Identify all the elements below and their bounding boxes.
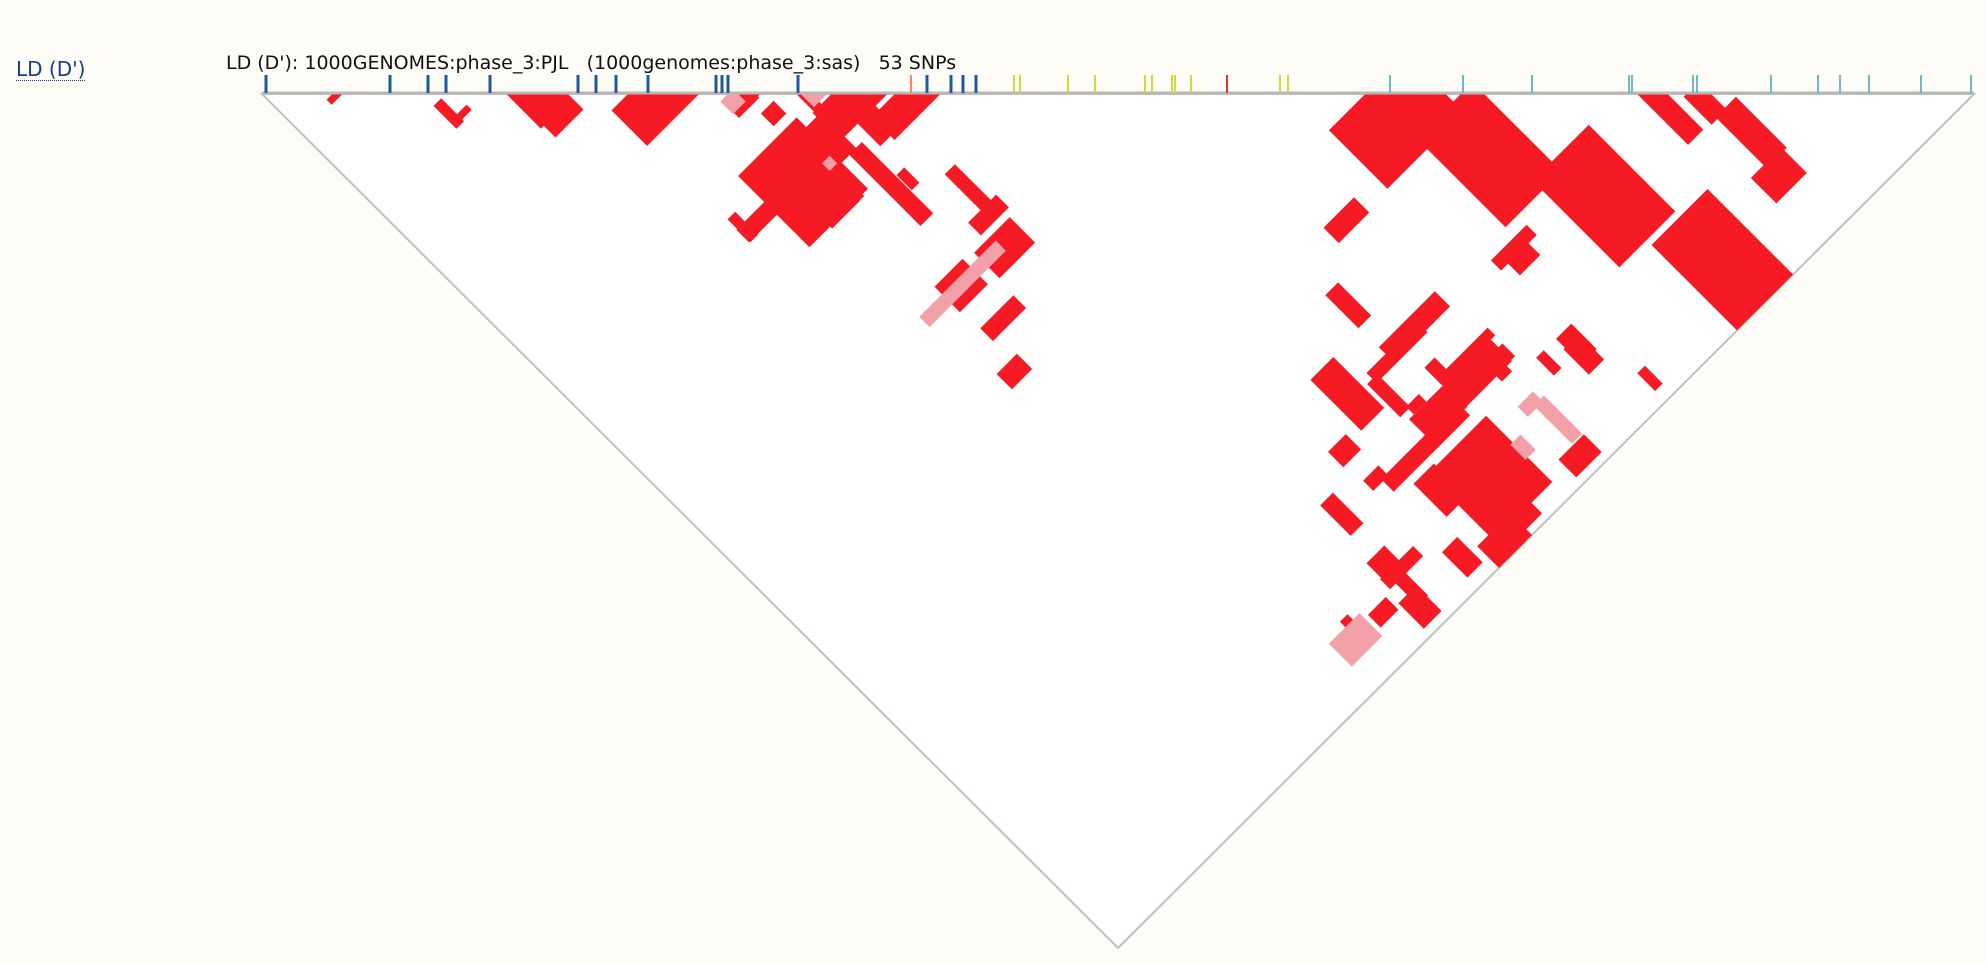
- ld-block[interactable]: [1558, 434, 1602, 478]
- ld-block[interactable]: [1517, 391, 1544, 417]
- ld-block[interactable]: [919, 240, 1006, 328]
- ld-block[interactable]: [980, 295, 1027, 342]
- ld-block[interactable]: [880, 63, 944, 127]
- track-title: LD (D'): 1000GENOMES:phase_3:PJL: [226, 52, 569, 74]
- ld-block[interactable]: [1500, 539, 1575, 614]
- ld-block[interactable]: [1454, 691, 1552, 788]
- ld-block[interactable]: [1325, 282, 1372, 329]
- ld-block[interactable]: [1510, 434, 1536, 460]
- ld-block[interactable]: [738, 117, 868, 248]
- ld-block[interactable]: [968, 194, 1009, 236]
- ld-block[interactable]: [1367, 374, 1411, 418]
- track-label[interactable]: LD (D'): [16, 57, 86, 81]
- ld-block[interactable]: [896, 167, 920, 191]
- ld-block[interactable]: [504, 59, 584, 138]
- ld-block[interactable]: [1328, 613, 1383, 667]
- ld-block[interactable]: [433, 98, 465, 129]
- ld-block[interactable]: [802, 112, 857, 166]
- ld-block[interactable]: [760, 100, 787, 127]
- ld-block[interactable]: [1323, 197, 1370, 244]
- ld-block[interactable]: [1409, 383, 1468, 443]
- ld-block[interactable]: [1442, 536, 1483, 578]
- ld-block[interactable]: [944, 164, 994, 213]
- ld-block[interactable]: [1520, 165, 1552, 196]
- ld-block[interactable]: [1637, 79, 1704, 145]
- ld-block[interactable]: [1366, 322, 1428, 384]
- ld-block[interactable]: [1381, 402, 1471, 492]
- ld-block[interactable]: [1310, 357, 1385, 431]
- ld-block[interactable]: [1532, 124, 1676, 268]
- ld-block[interactable]: [453, 104, 472, 123]
- ld-block[interactable]: [1502, 237, 1541, 276]
- ld-block[interactable]: [1556, 323, 1597, 365]
- ld-block[interactable]: [1549, 524, 1600, 576]
- population-label: (1000genomes:phase_3:sas): [586, 52, 861, 74]
- ld-block[interactable]: [793, 72, 830, 108]
- ld-blocks: [326, 57, 1807, 788]
- ld-block[interactable]: [1416, 82, 1562, 228]
- ld-block[interactable]: [1413, 463, 1468, 517]
- ld-block[interactable]: [1438, 332, 1513, 407]
- ld-block[interactable]: [1533, 395, 1583, 444]
- snp-markers: [264, 75, 1972, 93]
- ld-block[interactable]: [1363, 465, 1389, 491]
- ld-block[interactable]: [889, 79, 946, 135]
- ld-block[interactable]: [1715, 96, 1787, 169]
- ld-block[interactable]: [996, 353, 1033, 390]
- track-header: LD (D'): 1000GENOMES:phase_3:PJL (1000ge…: [226, 52, 956, 74]
- ld-block[interactable]: [1536, 350, 1562, 376]
- ld-block[interactable]: [1328, 434, 1362, 468]
- ld-block[interactable]: [822, 155, 838, 171]
- ld-block[interactable]: [1470, 475, 1543, 547]
- ld-block[interactable]: [849, 142, 934, 226]
- ld-block[interactable]: [1683, 82, 1727, 125]
- ld-block[interactable]: [1406, 394, 1427, 415]
- ld-block[interactable]: [720, 89, 746, 115]
- ld-block[interactable]: [1750, 147, 1807, 204]
- ld-block[interactable]: [611, 57, 701, 146]
- snp-count: 53 SNPs: [878, 52, 957, 74]
- ld-block[interactable]: [1367, 597, 1399, 628]
- ld-block[interactable]: [1320, 492, 1364, 536]
- ld-block[interactable]: [1490, 224, 1537, 271]
- ld-block[interactable]: [1487, 435, 1508, 456]
- ld-block[interactable]: [1562, 537, 1624, 599]
- ld-block[interactable]: [326, 84, 347, 105]
- ld-block[interactable]: [1637, 365, 1663, 392]
- ld-block[interactable]: [839, 88, 899, 147]
- ld-block[interactable]: [1389, 567, 1429, 606]
- ld-block[interactable]: [1479, 343, 1516, 379]
- ld-block[interactable]: [1508, 446, 1534, 473]
